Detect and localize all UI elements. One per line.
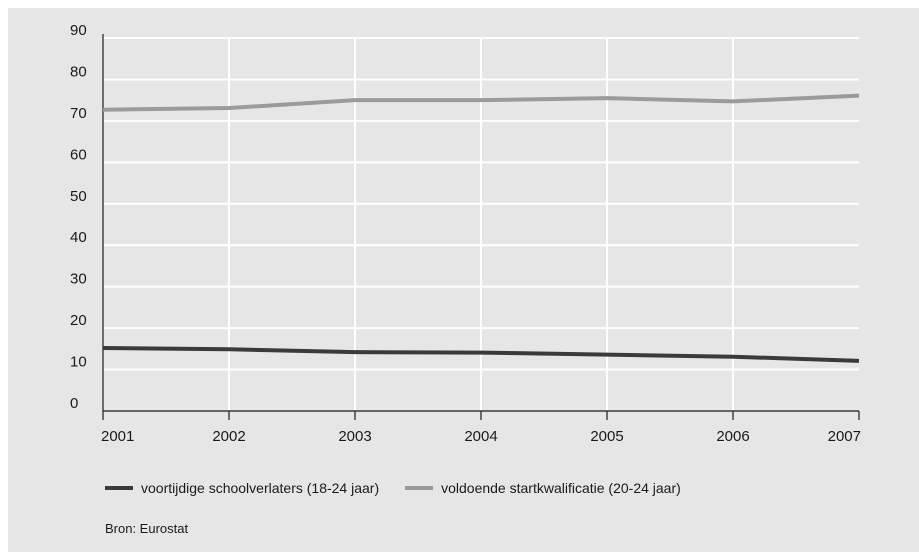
y-tick-label: 20: [70, 312, 87, 329]
x-tick-label: 2005: [590, 428, 623, 445]
x-tick-label: 2006: [716, 428, 749, 445]
x-tick-label: 2002: [212, 428, 245, 445]
y-tick-label: 0: [70, 395, 78, 412]
series-line-2: [102, 93, 860, 112]
y-tick-label: 60: [70, 146, 87, 163]
x-tick-label: 2007: [828, 428, 861, 445]
x-tick-labels: 2001 2002 2003 2004 2005 2006 2007: [101, 428, 861, 445]
legend-swatch-series-1: [105, 486, 133, 490]
series-lines: [102, 93, 860, 363]
legend-label-series-1: voortijdige schoolverlaters (18-24 jaar): [141, 480, 380, 496]
chart-panel: 0 10 20 30 40 50 60 70 80 90 2001 2002 2003 2004 2005…: [8, 8, 919, 552]
x-tick-label: 2004: [464, 428, 497, 445]
y-tick-labels: 0 10 20 30 40 50 60 70 80 90: [70, 22, 87, 412]
legend: voortijdige schoolverlaters (18-24 jaar)…: [105, 480, 707, 496]
legend-item-series-2: voldoende startkwalificatie (20-24 jaar): [405, 480, 681, 496]
line-chart: 0 10 20 30 40 50 60 70 80 90 2001 2002 2003 2004 2005…: [70, 22, 861, 445]
y-tick-label: 40: [70, 229, 87, 246]
y-tick-label: 50: [70, 188, 87, 205]
legend-label-series-2: voldoende startkwalificatie (20-24 jaar): [441, 480, 681, 496]
x-tick-label: 2001: [101, 428, 134, 445]
legend-item-series-1: voortijdige schoolverlaters (18-24 jaar): [105, 480, 379, 496]
y-tick-label: 10: [70, 354, 87, 371]
source-note: Bron: Eurostat: [105, 521, 189, 536]
y-tick-label: 90: [70, 22, 87, 39]
y-tick-label: 70: [70, 105, 87, 122]
y-tick-label: 30: [70, 271, 87, 288]
y-tick-label: 80: [70, 63, 87, 80]
legend-swatch-series-2: [405, 486, 434, 490]
x-tick-label: 2003: [338, 428, 371, 445]
grid: [103, 37, 859, 411]
series-line-1: [102, 346, 860, 363]
